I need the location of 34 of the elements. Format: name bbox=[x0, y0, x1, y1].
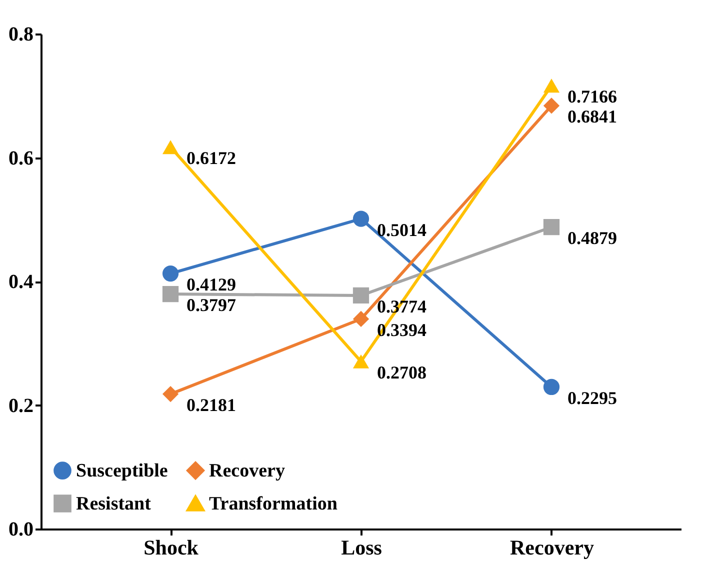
point bbox=[352, 310, 370, 328]
data-label: 0.3797 bbox=[186, 295, 236, 316]
data-label: 0.5014 bbox=[377, 220, 426, 240]
point bbox=[543, 78, 560, 93]
y-tick-label: 0.4 bbox=[8, 271, 34, 293]
x-tick-label: Shock bbox=[144, 536, 199, 560]
x-tick-label: Recovery bbox=[510, 536, 594, 560]
y-tick-label: 0.2 bbox=[8, 394, 34, 417]
data-label: 0.6841 bbox=[567, 106, 617, 127]
y-tick-label: 0.6 bbox=[8, 147, 34, 170]
point bbox=[352, 287, 370, 304]
point bbox=[352, 210, 370, 227]
data-label: 0.2295 bbox=[567, 388, 617, 408]
point bbox=[162, 140, 179, 154]
point bbox=[162, 386, 179, 402]
legend-label: Recovery bbox=[209, 460, 286, 482]
y-tick-label: 0.0 bbox=[8, 518, 34, 540]
point bbox=[543, 378, 560, 396]
data-label: 0.2708 bbox=[377, 362, 426, 382]
legend-label: Transformation bbox=[209, 494, 338, 514]
legend-label: Susceptible bbox=[76, 460, 168, 482]
data-label: 0.6172 bbox=[186, 148, 236, 168]
data-label: 0.7166 bbox=[567, 86, 617, 107]
x-tick-label: Loss bbox=[341, 536, 382, 560]
data-label: 0.2181 bbox=[186, 395, 236, 416]
data-label: 0.4129 bbox=[186, 274, 236, 295]
data-label: 0.4879 bbox=[567, 228, 617, 248]
y-tick-label: 0.8 bbox=[8, 24, 34, 46]
point bbox=[543, 219, 560, 236]
legend-label: Resistant bbox=[76, 494, 152, 514]
point bbox=[162, 265, 179, 282]
point bbox=[352, 354, 370, 368]
point bbox=[543, 98, 560, 114]
point bbox=[162, 286, 179, 302]
